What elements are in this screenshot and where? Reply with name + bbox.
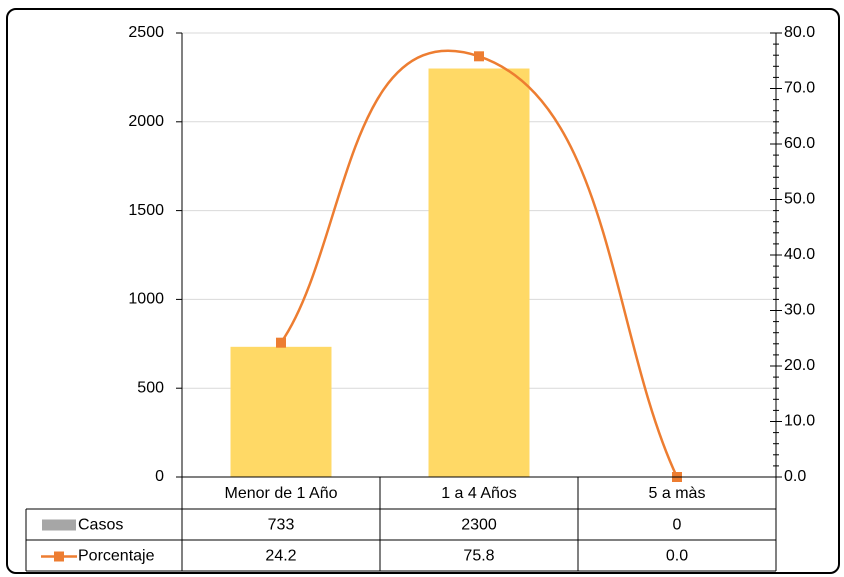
- x-axis-category-label: Menor de 1 Año: [225, 485, 338, 502]
- left-axis-tick-label: 2000: [128, 113, 164, 130]
- data-table-cell: 24.2: [265, 548, 296, 565]
- right-axis-tick-label: 60.0: [784, 135, 815, 152]
- legend-label-porcentaje: Porcentaje: [78, 548, 155, 565]
- data-table-cell: 75.8: [463, 548, 494, 565]
- data-table-cell: 0.0: [666, 548, 688, 565]
- data-table-cell: 0: [673, 517, 682, 534]
- x-axis-category-label: 5 a màs: [649, 485, 706, 502]
- left-axis-tick-label: 1000: [128, 291, 164, 308]
- left-axis-tick-label: 2500: [128, 24, 164, 41]
- right-axis-tick-label: 70.0: [784, 80, 815, 97]
- right-axis-tick-label: 40.0: [784, 246, 815, 263]
- marker-porcentaje: [276, 337, 286, 348]
- data-table-cell: 2300: [461, 517, 497, 534]
- right-axis-tick-label: 20.0: [784, 357, 815, 374]
- marker-porcentaje: [474, 51, 484, 62]
- chart-frame: [6, 8, 840, 574]
- left-axis-tick-label: 0: [155, 468, 164, 485]
- left-axis-tick-label: 500: [137, 379, 164, 396]
- right-axis-tick-label: 50.0: [784, 191, 815, 208]
- data-table: [25, 476, 777, 572]
- right-axis-tick-label: 0.0: [784, 468, 806, 485]
- left-axis-tick-label: 1500: [128, 202, 164, 219]
- right-axis-tick-label: 30.0: [784, 302, 815, 319]
- legend-key-porcentaje-marker: [54, 551, 64, 562]
- bar-casos: [428, 68, 530, 478]
- right-axis-tick-label: 80.0: [784, 24, 815, 41]
- bar-casos: [230, 346, 332, 477]
- x-axis-category-label: 1 a 4 Años: [441, 485, 517, 502]
- data-table-cell: 733: [268, 517, 295, 534]
- right-axis-tick-label: 10.0: [784, 413, 815, 430]
- legend-label-casos: Casos: [78, 517, 123, 534]
- legend-key-casos: [42, 519, 76, 531]
